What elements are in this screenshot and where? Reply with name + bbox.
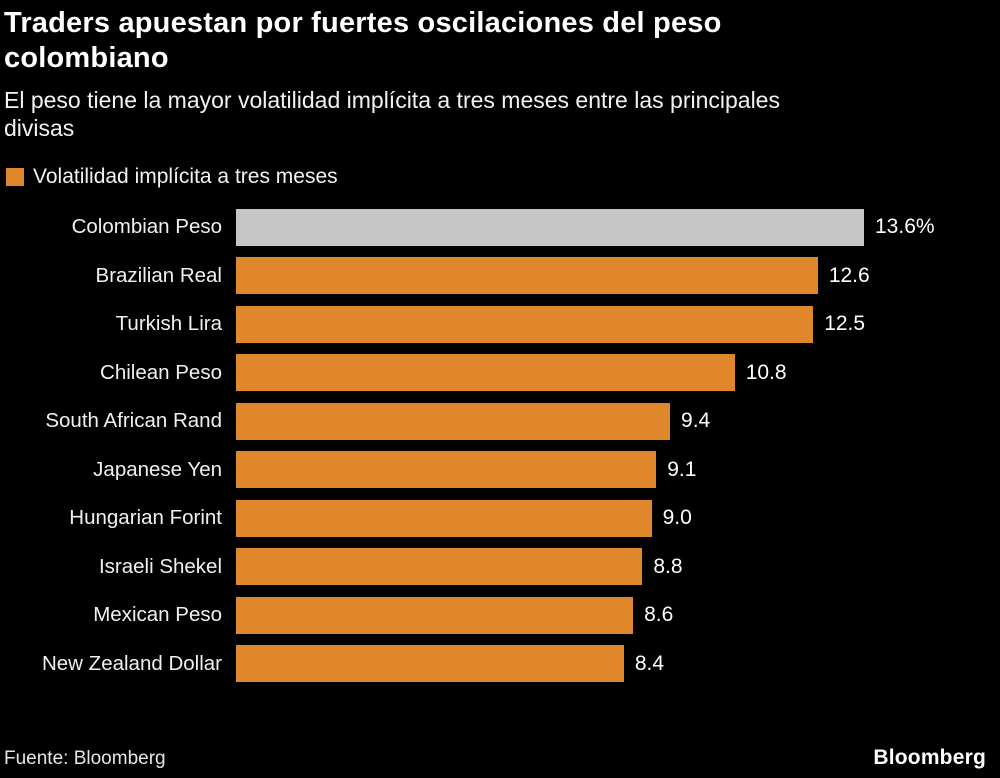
bar-row: Mexican Peso 8.6 (4, 591, 990, 640)
legend: Volatilidad implícita a tres meses (6, 165, 990, 189)
bar (236, 596, 634, 634)
category-label: Hungarian Forint (69, 506, 222, 530)
value-label: 13.6% (875, 215, 935, 239)
footer: Fuente: Bloomberg Bloomberg (4, 746, 986, 770)
bar-track: 9.0 (236, 499, 990, 537)
legend-label: Volatilidad implícita a tres meses (33, 165, 338, 189)
value-label: 10.8 (745, 360, 787, 384)
bar (236, 451, 657, 489)
category-label: Turkish Lira (115, 312, 222, 336)
bar (236, 402, 671, 440)
bar (236, 548, 643, 586)
value-label: 12.6 (828, 263, 870, 287)
bar (236, 354, 735, 392)
bar-row: Turkish Lira 12.5 (4, 300, 990, 349)
value-label: 9.4 (681, 409, 711, 433)
bar (236, 208, 864, 246)
category-label: Chilean Peso (100, 360, 222, 384)
bar-row: South African Rand 9.4 (4, 397, 990, 446)
category-label: New Zealand Dollar (41, 651, 222, 675)
category-label: Israeli Shekel (98, 554, 222, 578)
bar-track: 12.5 (236, 305, 990, 343)
value-label: 12.5 (824, 312, 866, 336)
bar-track: 8.6 (236, 596, 990, 634)
category-label: Colombian Peso (71, 215, 222, 239)
bar-track: 13.6% (236, 208, 990, 246)
bar (236, 499, 652, 537)
chart-title: Traders apuestan por fuertes oscilacione… (4, 7, 722, 74)
bar-track: 8.8 (236, 548, 990, 586)
value-label: 8.6 (644, 603, 674, 627)
bar-rows: Colombian Peso 13.6% Brazilian Real 12.6 Tur… (4, 203, 990, 688)
category-label: Brazilian Real (95, 263, 222, 287)
value-label: 9.0 (662, 506, 692, 530)
bar-row: Chilean Peso 10.8 (4, 349, 990, 398)
bar (236, 305, 814, 343)
category-label: Japanese Yen (93, 457, 222, 481)
source-note: Fuente: Bloomberg (4, 748, 166, 769)
bar-row: New Zealand Dollar 8.4 (4, 640, 990, 689)
legend-swatch (6, 168, 24, 187)
bar-row: Japanese Yen 9.1 (4, 446, 990, 495)
bloomberg-logo: Bloomberg (873, 746, 986, 769)
bar (236, 257, 818, 295)
chart-subtitle: El peso tiene la mayor volatilidad implí… (4, 86, 780, 142)
value-label: 8.4 (634, 651, 665, 675)
bar-row: Colombian Peso 13.6% (4, 203, 990, 252)
bar-track: 10.8 (236, 354, 990, 392)
bar-row: Israeli Shekel 8.8 (4, 543, 990, 592)
category-label: South African Rand (45, 409, 222, 433)
bar-track: 9.1 (236, 451, 990, 489)
bar-row: Hungarian Forint 9.0 (4, 494, 990, 543)
value-label: 9.1 (667, 457, 697, 481)
bar (236, 645, 624, 683)
bar-row: Brazilian Real 12.6 (4, 252, 990, 301)
value-label: 8.8 (653, 554, 683, 578)
category-label: Mexican Peso (93, 603, 222, 627)
bar-track: 12.6 (236, 257, 990, 295)
bar-track: 9.4 (236, 402, 990, 440)
bar-track: 8.4 (236, 645, 990, 683)
